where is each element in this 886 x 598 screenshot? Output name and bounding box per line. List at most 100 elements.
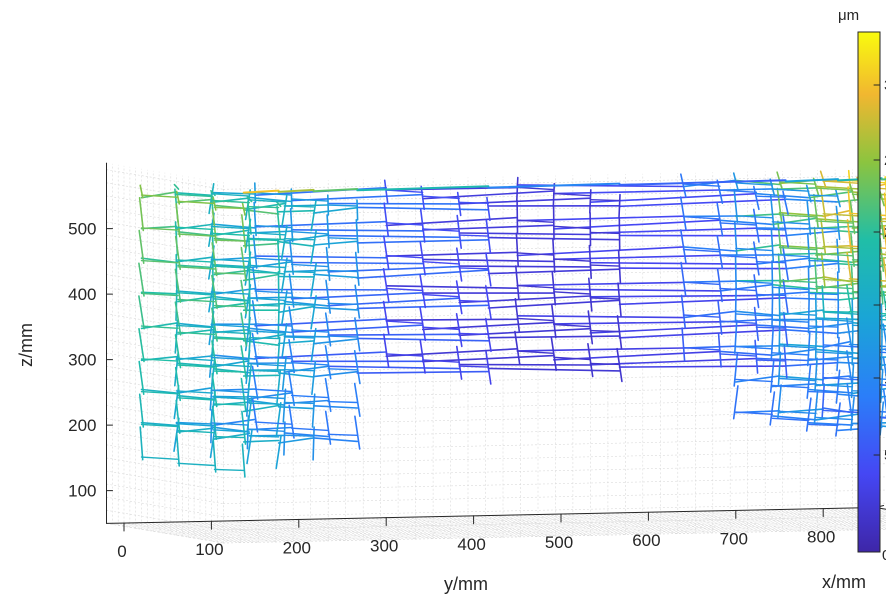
frame-column bbox=[849, 200, 856, 235]
frame-beam bbox=[212, 360, 249, 368]
frame-column bbox=[835, 369, 841, 404]
frame-column bbox=[138, 295, 145, 330]
frame-brace bbox=[290, 329, 329, 333]
frame-column bbox=[311, 360, 317, 396]
frame-column bbox=[880, 303, 883, 338]
frame-column bbox=[679, 173, 687, 198]
frame-brace bbox=[290, 198, 329, 202]
frame-column bbox=[252, 267, 259, 302]
frame-column bbox=[281, 290, 288, 325]
frame-brace bbox=[175, 193, 214, 198]
floor-grid-line bbox=[176, 520, 886, 536]
frame-beam bbox=[719, 350, 774, 357]
frame-beam bbox=[312, 437, 359, 443]
frame-beam bbox=[312, 273, 359, 279]
frame-beam bbox=[784, 297, 839, 301]
z-tick-label: 300 bbox=[68, 351, 96, 370]
frame-brace bbox=[719, 287, 758, 292]
frame-column bbox=[353, 349, 361, 385]
frame-column bbox=[138, 327, 145, 363]
frame-column bbox=[679, 229, 687, 264]
frame-column bbox=[288, 273, 295, 308]
frame-brace bbox=[553, 192, 591, 197]
frame-brace bbox=[589, 362, 621, 366]
frame-column bbox=[355, 219, 360, 254]
frame-column bbox=[771, 292, 774, 328]
frame-column bbox=[240, 377, 247, 413]
back-grid-line bbox=[223, 397, 886, 413]
floor-grid-line bbox=[700, 510, 818, 532]
side-grid-line bbox=[106, 287, 224, 308]
frame-column bbox=[879, 237, 885, 273]
frame-brace bbox=[247, 297, 286, 301]
frame-column bbox=[138, 393, 145, 428]
frame-brace bbox=[771, 417, 810, 422]
frame-brace bbox=[385, 222, 424, 226]
frame-brace bbox=[175, 292, 214, 296]
side-grid-line bbox=[106, 208, 224, 229]
y-axis-line bbox=[106, 507, 877, 524]
side-grid-line bbox=[106, 470, 224, 491]
frame-column bbox=[310, 229, 318, 265]
frame-brace bbox=[248, 205, 280, 209]
frame-brace bbox=[815, 383, 854, 388]
floor-grid-line bbox=[246, 520, 364, 541]
frame-beam bbox=[356, 304, 490, 310]
frame-column bbox=[275, 201, 282, 208]
frame-top-beam bbox=[618, 179, 787, 186]
frame-beam bbox=[312, 404, 359, 409]
frame-beam bbox=[175, 256, 213, 263]
frame-beam bbox=[552, 288, 721, 292]
frame-brace bbox=[589, 231, 621, 235]
frame-column bbox=[836, 303, 840, 339]
frame-beam bbox=[552, 189, 721, 195]
frame-column bbox=[276, 336, 281, 371]
frame-beam bbox=[356, 337, 490, 342]
floor-grid-line bbox=[525, 514, 644, 535]
frame-column bbox=[813, 390, 819, 425]
frame-beam bbox=[385, 251, 519, 258]
frame-column bbox=[836, 271, 840, 306]
frame-column bbox=[486, 196, 491, 222]
frame-brace bbox=[247, 231, 286, 236]
x-axis-label: x/mm bbox=[822, 572, 866, 592]
frame-column bbox=[835, 205, 841, 241]
floor-grid-line bbox=[473, 515, 591, 536]
frame-beam bbox=[212, 295, 249, 302]
side-grid-line bbox=[106, 261, 224, 282]
frame-beam bbox=[807, 190, 854, 199]
frame-column bbox=[835, 189, 841, 208]
frame-brace bbox=[248, 402, 280, 405]
frame-beam bbox=[312, 338, 359, 345]
floor-grid-line bbox=[420, 516, 539, 537]
frame-beam bbox=[283, 432, 329, 438]
frame-brace bbox=[212, 265, 251, 269]
frame-column bbox=[822, 317, 825, 353]
frame-column bbox=[552, 182, 556, 208]
frame-column bbox=[251, 300, 259, 335]
frame-column bbox=[175, 432, 180, 467]
frame-beam bbox=[212, 395, 249, 398]
frame-beam bbox=[356, 206, 490, 211]
colorbar: μm 3 2 2 1 1 5 0 bbox=[838, 7, 886, 564]
frame-column bbox=[382, 333, 390, 368]
floor-grid-line bbox=[543, 514, 661, 535]
frame-brace bbox=[254, 388, 293, 393]
back-grid-line bbox=[223, 476, 886, 491]
frame-beam bbox=[140, 291, 178, 295]
side-grid-line bbox=[106, 248, 224, 269]
frame-column bbox=[138, 262, 145, 297]
floor-grid-line bbox=[176, 521, 294, 542]
frame-column bbox=[174, 301, 182, 336]
y-tick-label: 100 bbox=[195, 540, 223, 559]
frame-brace bbox=[815, 187, 854, 192]
floor-grid-line bbox=[683, 511, 801, 532]
side-grid-line bbox=[106, 457, 224, 478]
frame-column bbox=[849, 183, 856, 202]
frame-brace bbox=[682, 314, 721, 318]
frame-beam bbox=[312, 306, 359, 311]
frame-brace bbox=[140, 456, 179, 460]
frame-column bbox=[354, 251, 360, 287]
frame-column bbox=[324, 410, 332, 445]
frame-beam bbox=[719, 219, 774, 226]
